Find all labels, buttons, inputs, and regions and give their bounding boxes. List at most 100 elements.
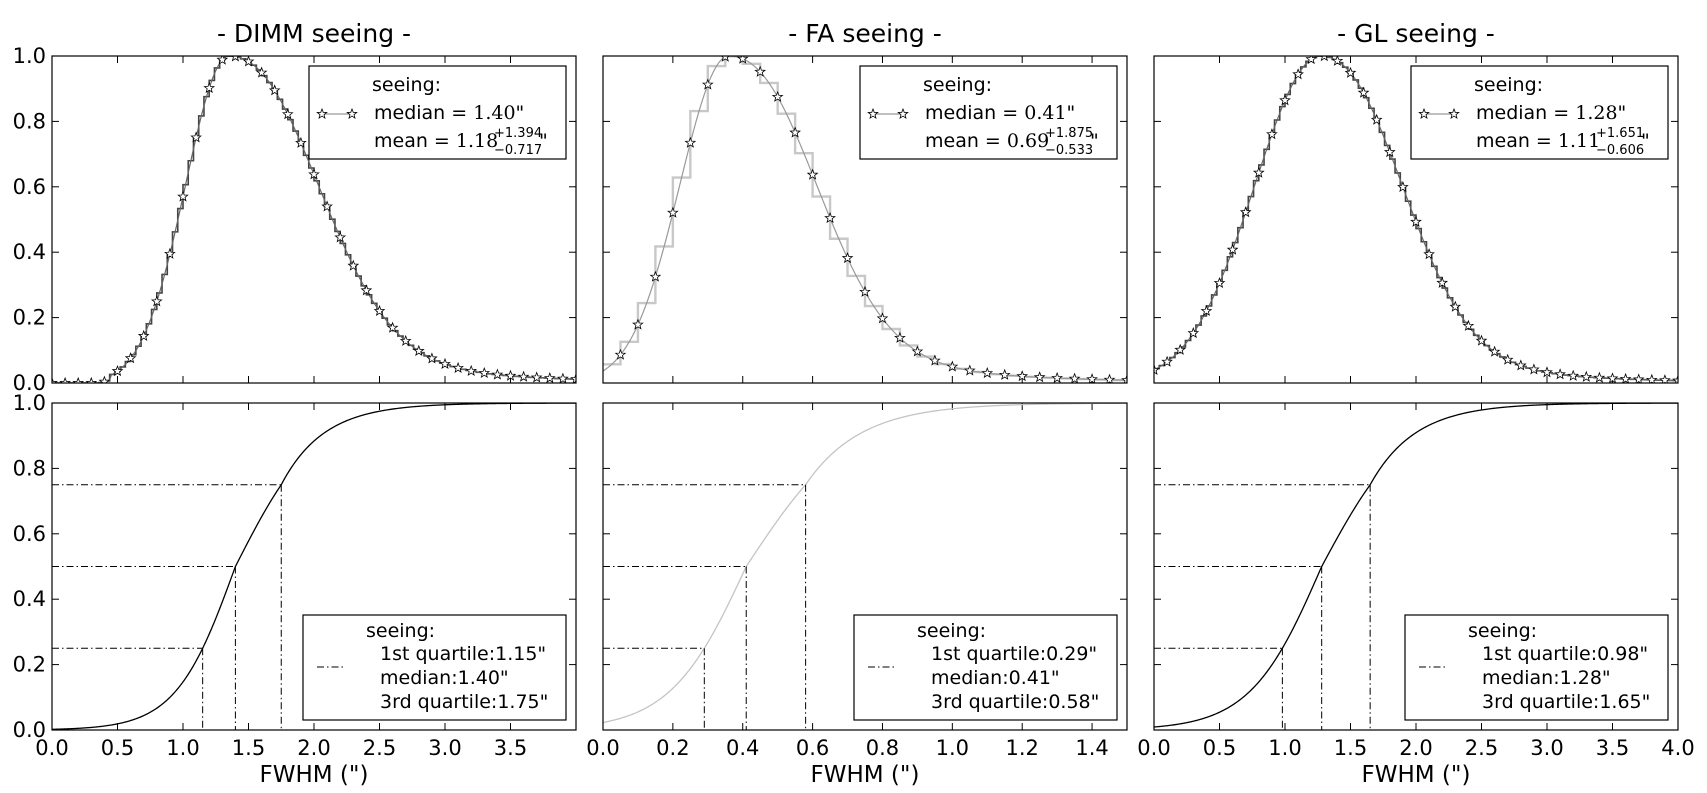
pdf-marker [308, 168, 320, 180]
pdf-marker [98, 375, 111, 383]
pdf-marker [1279, 94, 1291, 106]
y-tick-label: 0.6 [13, 522, 46, 546]
pdf-marker [177, 190, 189, 202]
x-tick-label: 1.2 [1005, 736, 1038, 760]
pdf-marker [557, 372, 569, 383]
legend-frame [302, 614, 567, 721]
pdf-legend: seeing: median = 1.40" mean = 1.18+1.394 −0… [308, 65, 567, 160]
cdf-panel-3: 0.0 0.5 1.0 1.5 2.0 2.5 3.0 3.5 4.0 FWHM (") seein… [1137, 402, 1695, 788]
pdf-marker [1488, 345, 1501, 357]
cdf-curve [1154, 403, 1678, 728]
cdf-legend: seeing:1st quartile:0.29"median:0.41"3rd… [853, 614, 1118, 721]
pdf-marker [452, 361, 464, 374]
pdf-marker [1292, 68, 1304, 80]
legend-heading: seeing: [372, 74, 441, 96]
pdf-marker [632, 318, 644, 330]
pdf-marker [1593, 371, 1606, 383]
pdf-marker [439, 357, 451, 370]
legend-median: median:1.28" [1482, 667, 1611, 689]
pdf-marker [190, 131, 202, 143]
x-tick-label: 0.6 [796, 736, 829, 760]
legend-q3: 3rd quartile:1.65" [1482, 691, 1650, 713]
legend-mean-upper: +1.875 [1045, 126, 1093, 141]
x-tick-label: 1.4 [1075, 736, 1108, 760]
pdf-marker [137, 329, 150, 341]
pdf-marker [1016, 370, 1029, 382]
pdf-marker [399, 334, 412, 346]
y-tick-label: 0.8 [13, 109, 46, 133]
pdf-marker [59, 376, 71, 383]
pdf-marker [1305, 56, 1318, 65]
x-tick-label: 0.5 [1203, 736, 1236, 760]
y-tick-label: 0.8 [13, 456, 46, 480]
pdf-marker [1541, 366, 1553, 378]
axes-frame [51, 402, 577, 731]
x-tick-label: 4.0 [1661, 736, 1694, 760]
x-tick-label: 1.5 [232, 736, 265, 760]
pdf-marker [321, 200, 333, 212]
legend-mean-unit: " [1641, 130, 1650, 152]
pdf-marker [465, 364, 478, 376]
pdf-marker [164, 247, 176, 259]
pdf-marker [667, 206, 679, 218]
pdf-marker [1449, 300, 1462, 312]
legend-mean-upper: +1.651 [1596, 126, 1644, 141]
legend-q1: 1st quartile:0.29" [931, 643, 1097, 665]
pdf-marker [1200, 304, 1213, 317]
pdf-marker [1462, 319, 1475, 331]
pdf-marker [1645, 373, 1658, 383]
pdf-marker [1103, 373, 1116, 383]
legend-mean-lower: −0.533 [1045, 143, 1093, 158]
pdf-marker [1397, 180, 1409, 193]
x-tick-label: 2.5 [363, 736, 396, 760]
cdf-panel-2: 0.0 0.2 0.4 0.6 0.8 1.0 1.2 1.4 FWHM (") seeing:1… [586, 402, 1128, 788]
pdf-marker [963, 364, 976, 376]
y-tick-label: 0.0 [13, 718, 46, 742]
legend-mean-lower: −0.606 [1596, 143, 1644, 158]
legend-heading: seeing: [923, 74, 992, 96]
pdf-marker [1174, 343, 1187, 355]
pdf-marker [1370, 113, 1383, 125]
x-tick-label: 0.5 [101, 736, 134, 760]
y-tick-label: 1.0 [13, 391, 46, 415]
cdf-panel-1: 0.0 0.2 0.4 0.6 0.8 1.0 0.0 0.5 1.0 1.5 2.0 2.5 3.0 3… [13, 391, 577, 788]
pdf-marker [111, 365, 124, 377]
pdf-marker [946, 360, 959, 372]
legend-q3: 3rd quartile:1.75" [380, 691, 548, 713]
pdf-marker [72, 376, 85, 383]
pdf-marker [1344, 66, 1357, 78]
x-tick-label: 0.8 [866, 736, 899, 760]
pdf-marker [360, 284, 373, 296]
x-tick-label: 2.5 [1465, 736, 1498, 760]
pdf-marker [216, 56, 229, 65]
cdf-series [52, 403, 576, 730]
pdf-marker [150, 295, 163, 307]
pdf-marker [1121, 374, 1127, 383]
pdf-marker [1501, 353, 1514, 365]
pdf-marker [543, 372, 556, 383]
pdf-marker [1320, 56, 1329, 62]
pdf-marker [981, 367, 994, 379]
legend-frame [1404, 614, 1669, 721]
y-tick-label: 0.2 [13, 653, 46, 677]
pdf-marker [789, 126, 801, 138]
legend-mean-lower: −0.717 [494, 143, 542, 158]
pdf-marker [1357, 86, 1370, 98]
pdf-marker [1528, 363, 1540, 375]
x-tick-label: 0.0 [35, 736, 68, 760]
pdf-marker [894, 331, 906, 343]
pdf-marker [1514, 359, 1527, 371]
x-tick-label: 0.2 [656, 736, 689, 760]
pdf-marker [373, 304, 386, 317]
pdf-marker [1331, 56, 1344, 66]
pdf-marker [231, 56, 240, 62]
pdf-marker [929, 354, 941, 366]
pdf-marker [412, 344, 425, 356]
legend-heading: seeing: [917, 620, 986, 642]
axes-frame [51, 55, 577, 384]
legend-frame [853, 614, 1118, 721]
pdf-marker [736, 56, 749, 64]
pdf-marker [242, 56, 255, 67]
panel-title: - DIMM seeing - [217, 19, 411, 48]
